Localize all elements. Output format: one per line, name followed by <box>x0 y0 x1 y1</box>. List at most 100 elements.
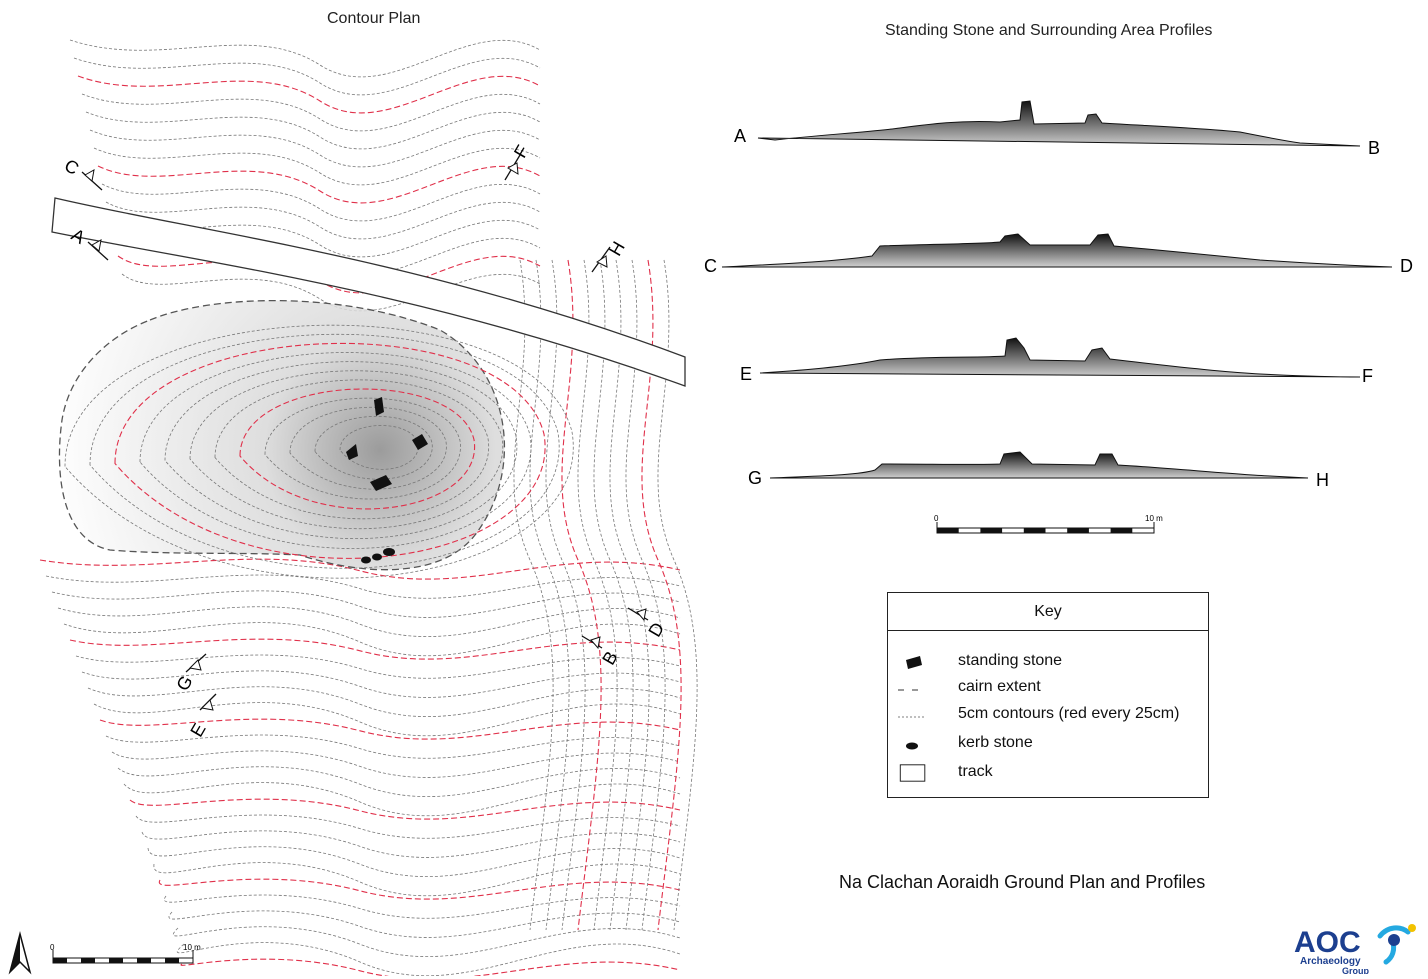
aoc-logo: AOC Archaeology Group <box>1292 918 1422 976</box>
key-item-contours: 5cm contours (red every 25cm) <box>888 703 1208 727</box>
profile-label-right: B <box>1368 138 1380 158</box>
cairn-extent-icon <box>898 689 926 691</box>
profile-label-left: E <box>740 364 752 384</box>
contour-line <box>513 259 554 931</box>
contour-line-red <box>129 798 681 820</box>
profile-label-right: D <box>1400 256 1413 276</box>
contour-line-icon <box>898 716 926 718</box>
contour-line <box>81 670 681 698</box>
contour-line-red <box>180 958 681 976</box>
plan-scale-bar: 0 10 m <box>50 943 201 964</box>
section-marker-e: E <box>186 693 217 740</box>
profile-g-h: G H <box>748 451 1329 490</box>
logo-mark-icon <box>1377 924 1416 965</box>
section-marker-c: C <box>61 155 103 191</box>
contour-line <box>609 259 650 931</box>
contour-line <box>85 111 541 150</box>
svg-text:G: G <box>172 672 196 694</box>
profile-label-left: A <box>734 126 746 146</box>
contour-line <box>63 622 681 657</box>
standing-stone-icon <box>906 656 922 669</box>
contour-line <box>214 379 489 520</box>
contour-line-red <box>39 558 681 580</box>
profile-label-right: F <box>1362 366 1373 386</box>
profile-scale-end: 10 m <box>1145 514 1163 523</box>
contour-line <box>164 361 518 539</box>
contour-line <box>45 574 681 599</box>
key-title: Key <box>888 593 1208 631</box>
contour-line <box>123 782 681 817</box>
key-item-kerb-stone: kerb stone <box>888 732 1208 756</box>
svg-text:H: H <box>605 238 629 259</box>
svg-text:F: F <box>510 142 533 162</box>
profile-scale-bar: 0 10 m <box>934 514 1163 534</box>
contour-line <box>87 686 681 717</box>
contour-line-red <box>114 342 546 559</box>
profiles-title: Standing Stone and Surrounding Area Prof… <box>885 22 1213 39</box>
contour-line <box>163 894 681 919</box>
key-item-cairn-extent: cairn extent <box>888 676 1208 700</box>
contour-line-red <box>77 75 541 114</box>
logo-brand: AOC <box>1294 926 1361 959</box>
contour-line <box>593 259 634 931</box>
contour-line <box>135 814 681 839</box>
contour-line-red <box>561 259 602 931</box>
profile-label-left: G <box>748 468 762 488</box>
contour-line <box>105 201 541 240</box>
profile-e-f: E F <box>740 337 1373 386</box>
contour-line <box>89 129 541 168</box>
contour-line <box>81 93 541 132</box>
profile-label-right: H <box>1316 470 1329 490</box>
logo-line2: Group <box>1342 966 1369 974</box>
contour-line <box>121 273 541 312</box>
kerb-stone <box>372 553 382 561</box>
kerb-stone <box>383 548 395 556</box>
contour-line <box>51 590 681 618</box>
contour-line <box>172 926 681 957</box>
kerb-stone <box>361 556 371 564</box>
profile-label-left: C <box>704 256 717 276</box>
svg-text:C: C <box>61 155 82 179</box>
contour-line <box>109 219 541 258</box>
profile-c-d: C D <box>704 233 1413 276</box>
contour-line-red <box>97 165 541 204</box>
contour-line <box>93 702 681 737</box>
contour-line <box>189 370 504 529</box>
contour-line-red <box>239 388 475 510</box>
svg-text:B: B <box>598 648 621 668</box>
contour-line <box>57 606 681 637</box>
contour-line <box>69 39 541 78</box>
contour-line <box>545 259 586 931</box>
contour-line <box>93 147 541 186</box>
contour-line <box>529 259 570 931</box>
profile-panel: A B C D E F G H 0 10 m <box>704 100 1413 534</box>
svg-text:E: E <box>186 720 209 740</box>
standing-stone <box>374 397 384 416</box>
contour-line <box>314 416 433 480</box>
contour-line <box>111 750 681 778</box>
contour-line <box>147 846 681 877</box>
plan-scale-start: 0 <box>50 943 55 952</box>
key-item-track: track <box>888 761 1208 785</box>
contour-line <box>625 259 666 931</box>
section-marker-h: H <box>591 238 629 273</box>
contour-line <box>64 324 574 579</box>
contour-line <box>176 942 681 976</box>
contour-line-red <box>99 718 681 740</box>
track <box>51 197 686 387</box>
standing-stone <box>412 434 428 450</box>
contour-line <box>117 766 681 797</box>
section-marker-d: D <box>627 607 668 640</box>
plan-scale-end: 10 m <box>183 943 201 952</box>
key-label: standing stone <box>958 652 1063 669</box>
contour-plan: C A F H D B G E <box>8 39 698 976</box>
contour-line <box>73 57 541 96</box>
logo-line1: Archaeology <box>1300 956 1361 967</box>
contour-line <box>139 352 532 549</box>
track-icon <box>899 764 926 782</box>
contour-line <box>289 406 447 490</box>
contour-line <box>141 830 681 858</box>
key-label: kerb stone <box>958 734 1033 751</box>
contour-line <box>153 862 681 897</box>
contour-line <box>101 183 541 222</box>
